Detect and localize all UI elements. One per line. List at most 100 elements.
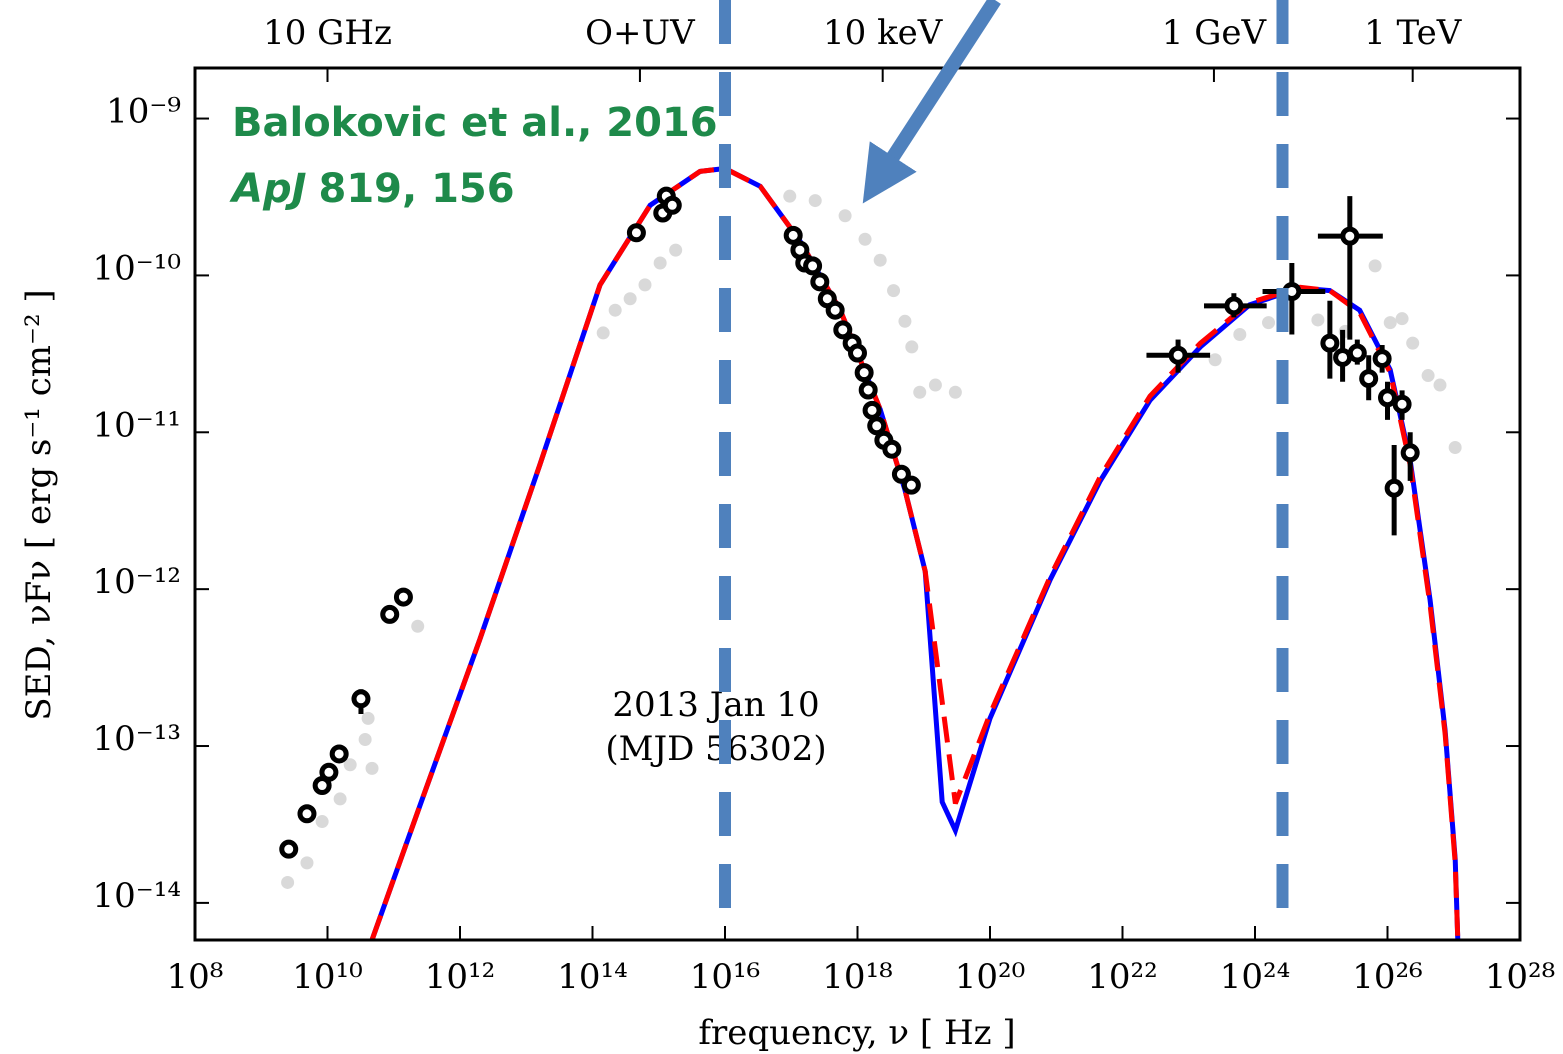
data-point [653, 256, 667, 270]
data-point [638, 278, 652, 292]
annotation: (MJD 56302) [605, 729, 826, 769]
data-point [905, 340, 919, 354]
x2-tick-label: 10 keV [823, 13, 944, 53]
data-point [596, 326, 610, 340]
data-point [1262, 316, 1276, 330]
journal: ApJ [229, 166, 307, 212]
data-point [365, 761, 379, 775]
data-point [854, 363, 874, 383]
data-point [887, 284, 901, 298]
reference: ApJ 819, 156 [229, 166, 515, 212]
arrow [862, 0, 1001, 204]
data-point [901, 475, 921, 495]
volume: 819, 156 [318, 166, 514, 212]
data-point [1372, 349, 1392, 369]
x-axis-label: frequency, ν [ Hz ] [698, 1013, 1015, 1053]
annotation: 2013 Jan 10 [612, 685, 819, 725]
data-point [928, 378, 942, 392]
y-tick-label: 10⁻⁹ [106, 92, 181, 132]
data-point [1378, 388, 1397, 408]
data-point [393, 587, 413, 607]
x-tick-label: 10⁸ [167, 957, 224, 997]
data-point [1384, 478, 1404, 498]
x2-tick-label: 1 TeV [1364, 13, 1463, 53]
data-point [623, 292, 637, 306]
data-point [783, 189, 797, 203]
x-tick-label: 10¹⁸ [822, 957, 893, 997]
data-point [380, 604, 400, 624]
x-tick-label: 10¹⁴ [557, 957, 628, 997]
data-point [1368, 259, 1382, 273]
data-point [1224, 296, 1244, 316]
data-point [873, 253, 887, 267]
x-tick-label: 10²² [1087, 957, 1158, 997]
citation: Balokovic et al., 2016 [232, 100, 718, 146]
y-tick-label: 10⁻¹⁰ [93, 248, 181, 288]
x-tick-label: 10²⁴ [1220, 957, 1291, 997]
data-point [858, 232, 872, 246]
data-point [329, 744, 349, 764]
data-point [1448, 440, 1462, 454]
y-tick-label: 10⁻¹¹ [93, 405, 181, 445]
x2-tick-label: O+UV [585, 13, 696, 53]
y-tick-label: 10⁻¹² [93, 562, 181, 602]
x-tick-label: 10²⁸ [1485, 957, 1556, 997]
y-tick-label: 10⁻¹⁴ [93, 876, 181, 916]
data-point [1421, 369, 1435, 383]
x-tick-label: 10¹⁰ [292, 957, 363, 997]
data-point [343, 758, 357, 772]
data-point [1406, 336, 1420, 350]
data-point [662, 195, 682, 215]
data-point [803, 256, 823, 276]
data-point [351, 689, 371, 709]
data-point [1383, 316, 1397, 330]
data-point [1433, 378, 1447, 392]
data-point [669, 243, 683, 257]
data-point [358, 733, 372, 747]
data-point [891, 464, 911, 484]
data-point [1208, 353, 1222, 367]
x-tick-label: 10¹² [425, 957, 496, 997]
data-point [808, 194, 822, 208]
data-point [862, 400, 882, 420]
data-point [300, 856, 314, 870]
data-point [279, 839, 299, 859]
data-point [858, 380, 878, 400]
data-point [913, 385, 927, 399]
data-point [333, 792, 347, 806]
data-point [1395, 312, 1409, 326]
x2-tick-label: 10 GHz [263, 13, 392, 53]
data-point [281, 875, 295, 889]
data-point [315, 815, 329, 829]
y-axis-label: SED, νFν [ erg s⁻¹ cm⁻² ] [19, 289, 59, 720]
data-point [319, 762, 339, 782]
data-point [948, 385, 962, 399]
data-point [1311, 313, 1325, 327]
data-point [1168, 345, 1188, 365]
x-tick-label: 10²⁶ [1352, 957, 1423, 997]
data-point [626, 223, 646, 243]
model-curve [369, 165, 1461, 940]
data-point [1320, 333, 1340, 353]
data-point [411, 619, 425, 633]
data-point [833, 320, 853, 340]
data-point [361, 711, 375, 725]
x2-tick-label: 1 GeV [1162, 13, 1268, 53]
x-tick-label: 10¹⁶ [690, 957, 761, 997]
data-point [825, 300, 845, 320]
x-tick-label: 10²⁰ [955, 957, 1026, 997]
data-point [608, 303, 622, 317]
plot-area [279, 165, 1462, 940]
data-point [1340, 226, 1360, 246]
data-point [1359, 369, 1379, 389]
data-point [1400, 443, 1420, 463]
data-point [783, 225, 803, 245]
data-point [1233, 328, 1247, 342]
data-point [898, 314, 912, 328]
data-point [882, 439, 902, 459]
data-point [1392, 394, 1412, 414]
data-point [1347, 343, 1367, 363]
data-point [297, 804, 317, 824]
y-tick-label: 10⁻¹³ [93, 719, 181, 759]
